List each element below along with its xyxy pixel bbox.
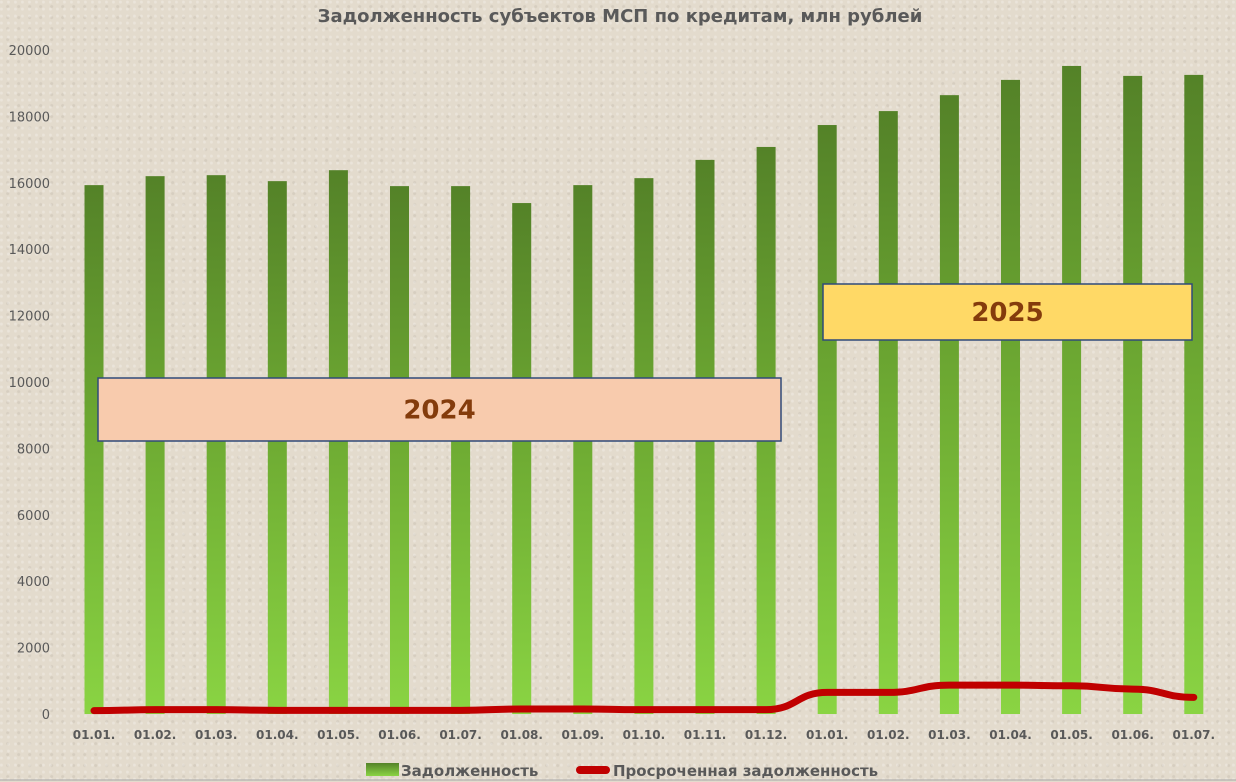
x-tick-label: 01.03. [195,728,238,742]
x-tick-label: 01.07. [1173,728,1216,742]
year-box-2025 [822,283,1193,341]
bar [878,111,898,714]
bar-series [84,65,1204,715]
bar [451,186,471,714]
bar [1123,75,1143,715]
bar [84,185,104,714]
y-tick-label: 4000 [17,575,50,590]
bar [145,176,165,714]
legend-label-overdue: Просроченная задолженность [613,762,878,780]
annotations: 2024 2025 [97,283,1193,442]
y-tick-label: 6000 [17,509,50,524]
y-tick-label: 0 [42,708,50,723]
x-tick-label: 01.01. [806,728,849,742]
x-tick-label: 01.03. [928,728,971,742]
y-tick-label: 12000 [9,310,50,325]
y-tick-label: 10000 [9,376,50,391]
year-label-2025: 2025 [971,298,1043,328]
x-tick-label: 01.02. [867,728,910,742]
y-tick-label: 2000 [17,642,50,657]
x-tick-label: 01.10. [623,728,666,742]
y-tick-label: 16000 [9,177,50,192]
legend: Задолженность Просроченная задолженность [366,762,878,780]
bar [267,181,287,714]
x-tick-label: 01.06. [378,728,421,742]
x-tick-label: 01.02. [134,728,177,742]
bar [328,170,348,714]
bar [1001,79,1020,714]
bar [573,185,593,714]
x-tick-label: 01.05. [317,728,360,742]
y-axis: 0 2000 4000 6000 8000 10000 12000 14000 16000 180… [9,44,50,723]
x-axis: 01.01. 01.02. 01.03. 01.04. 01.05. 01.06. 01.0… [73,728,1215,742]
x-tick-label: 01.04. [989,728,1032,742]
bar [390,186,409,714]
legend-swatch-debt [366,763,399,776]
y-tick-label: 20000 [9,44,50,59]
x-tick-label: 01.05. [1050,728,1093,742]
bar [939,95,959,715]
chart-title: Задолженность субъектов МСП по кредитам,… [318,6,923,27]
x-tick-label: 01.09. [562,728,605,742]
bar [634,178,654,715]
year-box-2024 [97,377,782,442]
x-tick-label: 01.01. [73,728,116,742]
x-tick-label: 01.06. [1111,728,1154,742]
legend-label-debt: Задолженность [401,762,538,780]
x-tick-label: 01.07. [439,728,482,742]
y-tick-label: 14000 [9,243,50,258]
y-tick-label: 8000 [17,442,50,457]
bar [512,203,532,714]
line-series [90,681,1198,715]
year-label-2024: 2024 [403,396,475,426]
bar [1184,74,1204,714]
x-tick-label: 01.12. [745,728,788,742]
bar [1062,65,1082,715]
bar [206,175,226,714]
bar [817,125,837,715]
x-tick-label: 01.04. [256,728,299,742]
y-tick-label: 18000 [9,110,50,125]
x-tick-label: 01.11. [684,728,727,742]
x-tick-label: 01.08. [500,728,543,742]
